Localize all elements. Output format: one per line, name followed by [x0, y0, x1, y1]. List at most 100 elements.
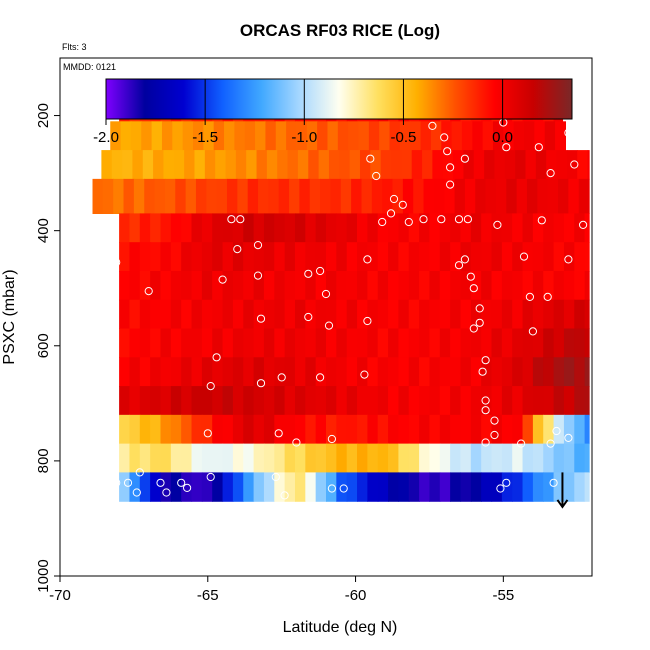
sample-point	[437, 215, 446, 224]
heatmap-cell	[439, 357, 451, 387]
heatmap-cell	[191, 242, 203, 272]
heatmap-cell	[450, 443, 462, 473]
heatmap-cell	[326, 242, 337, 272]
heatmap-cell	[577, 150, 589, 180]
flights-note: Flts: 3	[62, 42, 87, 52]
heatmap-cell	[253, 443, 265, 473]
heatmap-cell	[547, 178, 559, 214]
heatmap-cell	[388, 242, 400, 272]
heatmap-cell	[160, 386, 172, 416]
heatmap-cell	[460, 386, 472, 416]
heatmap-cell	[450, 472, 462, 502]
heatmap-cell	[543, 414, 555, 445]
heatmap-cell	[543, 472, 555, 502]
heatmap-cell	[232, 357, 244, 387]
heatmap-cell	[532, 443, 544, 473]
heatmap-cell	[563, 472, 575, 502]
heatmap-cell	[243, 386, 255, 416]
heatmap-cell	[141, 121, 153, 151]
heatmap-cell	[501, 357, 513, 387]
heatmap-cell	[113, 178, 125, 214]
heatmap-cell	[253, 328, 265, 358]
heatmap-cell	[315, 357, 327, 387]
heatmap-cell	[294, 213, 306, 243]
sample-point	[274, 429, 283, 438]
sample-point	[481, 396, 490, 405]
heatmap-cell	[408, 443, 420, 473]
heatmap-cell	[377, 270, 389, 301]
heatmap-cell	[377, 357, 389, 387]
heatmap-cell	[522, 270, 534, 301]
heatmap-cell	[339, 150, 351, 180]
sample-point	[549, 478, 558, 487]
heatmap-cell	[253, 386, 265, 416]
heatmap-cell	[463, 150, 475, 180]
heatmap-cell	[306, 121, 318, 151]
heatmap-cell	[537, 178, 549, 214]
heatmap-cell	[451, 121, 463, 151]
heatmap-cell	[553, 357, 565, 387]
sample-point	[97, 370, 106, 379]
heatmap-cell	[181, 213, 193, 243]
heatmap-cell	[243, 213, 255, 243]
heatmap-cell	[191, 414, 203, 445]
heatmap-cell	[243, 443, 255, 473]
heatmap-cell	[150, 213, 162, 243]
heatmap-cell	[294, 386, 306, 416]
heatmap-cell	[398, 213, 410, 243]
sample-point	[428, 121, 437, 131]
heatmap-cell	[391, 150, 402, 180]
sample-point	[316, 266, 325, 276]
heatmap-cell	[534, 121, 546, 151]
heatmap-cell	[388, 213, 400, 243]
heatmap-cell	[553, 270, 565, 301]
heatmap-cell	[574, 242, 586, 272]
heatmap-cell	[284, 270, 296, 301]
heatmap-cell	[574, 213, 586, 243]
heatmap-cell	[544, 121, 556, 151]
heatmap-cell	[232, 443, 244, 473]
heatmap-cell	[491, 328, 503, 358]
sample-point	[517, 439, 526, 448]
x-tick-label: -55	[492, 587, 514, 604]
heatmap-cell	[410, 121, 422, 151]
heatmap-cell	[160, 270, 172, 301]
heatmap-cell	[512, 299, 524, 330]
heatmap-cell	[284, 242, 296, 272]
heatmap-cell	[398, 357, 410, 387]
heatmap-cell	[274, 213, 286, 243]
heatmap-cell	[170, 472, 182, 502]
heatmap-cell	[513, 121, 525, 151]
heatmap-cell	[392, 178, 404, 214]
sample-point	[103, 330, 112, 339]
sample-point	[304, 312, 313, 322]
heatmap-cell	[512, 242, 524, 272]
heatmap-cell	[172, 121, 184, 151]
heatmap-cell	[170, 328, 182, 358]
heatmap-cell	[512, 213, 524, 243]
heatmap-cell	[408, 299, 420, 330]
heatmap-cell	[139, 270, 151, 301]
heatmap-cell	[408, 414, 420, 445]
heatmap-cell	[460, 443, 472, 473]
heatmap-cell	[429, 472, 441, 502]
heatmap-cell	[357, 270, 368, 301]
heatmap-cell	[336, 472, 348, 502]
sample-point	[236, 215, 245, 224]
heatmap-cell	[388, 472, 400, 502]
heatmap-cell	[102, 178, 114, 214]
heatmap-cell	[484, 150, 496, 180]
heatmap-cell	[195, 178, 207, 214]
heatmap-cell	[563, 242, 575, 272]
heatmap-cell	[234, 121, 246, 151]
heatmap-cell	[315, 443, 327, 473]
heatmap-cell	[346, 270, 358, 301]
heatmap-cell	[481, 242, 493, 272]
heatmap-cell	[501, 213, 513, 243]
heatmap-cell	[491, 357, 503, 387]
heatmap-cell	[263, 213, 275, 243]
sample-point	[386, 209, 396, 218]
heatmap-cell	[160, 357, 172, 387]
heatmap-cell	[253, 472, 265, 502]
sample-point	[253, 271, 263, 280]
